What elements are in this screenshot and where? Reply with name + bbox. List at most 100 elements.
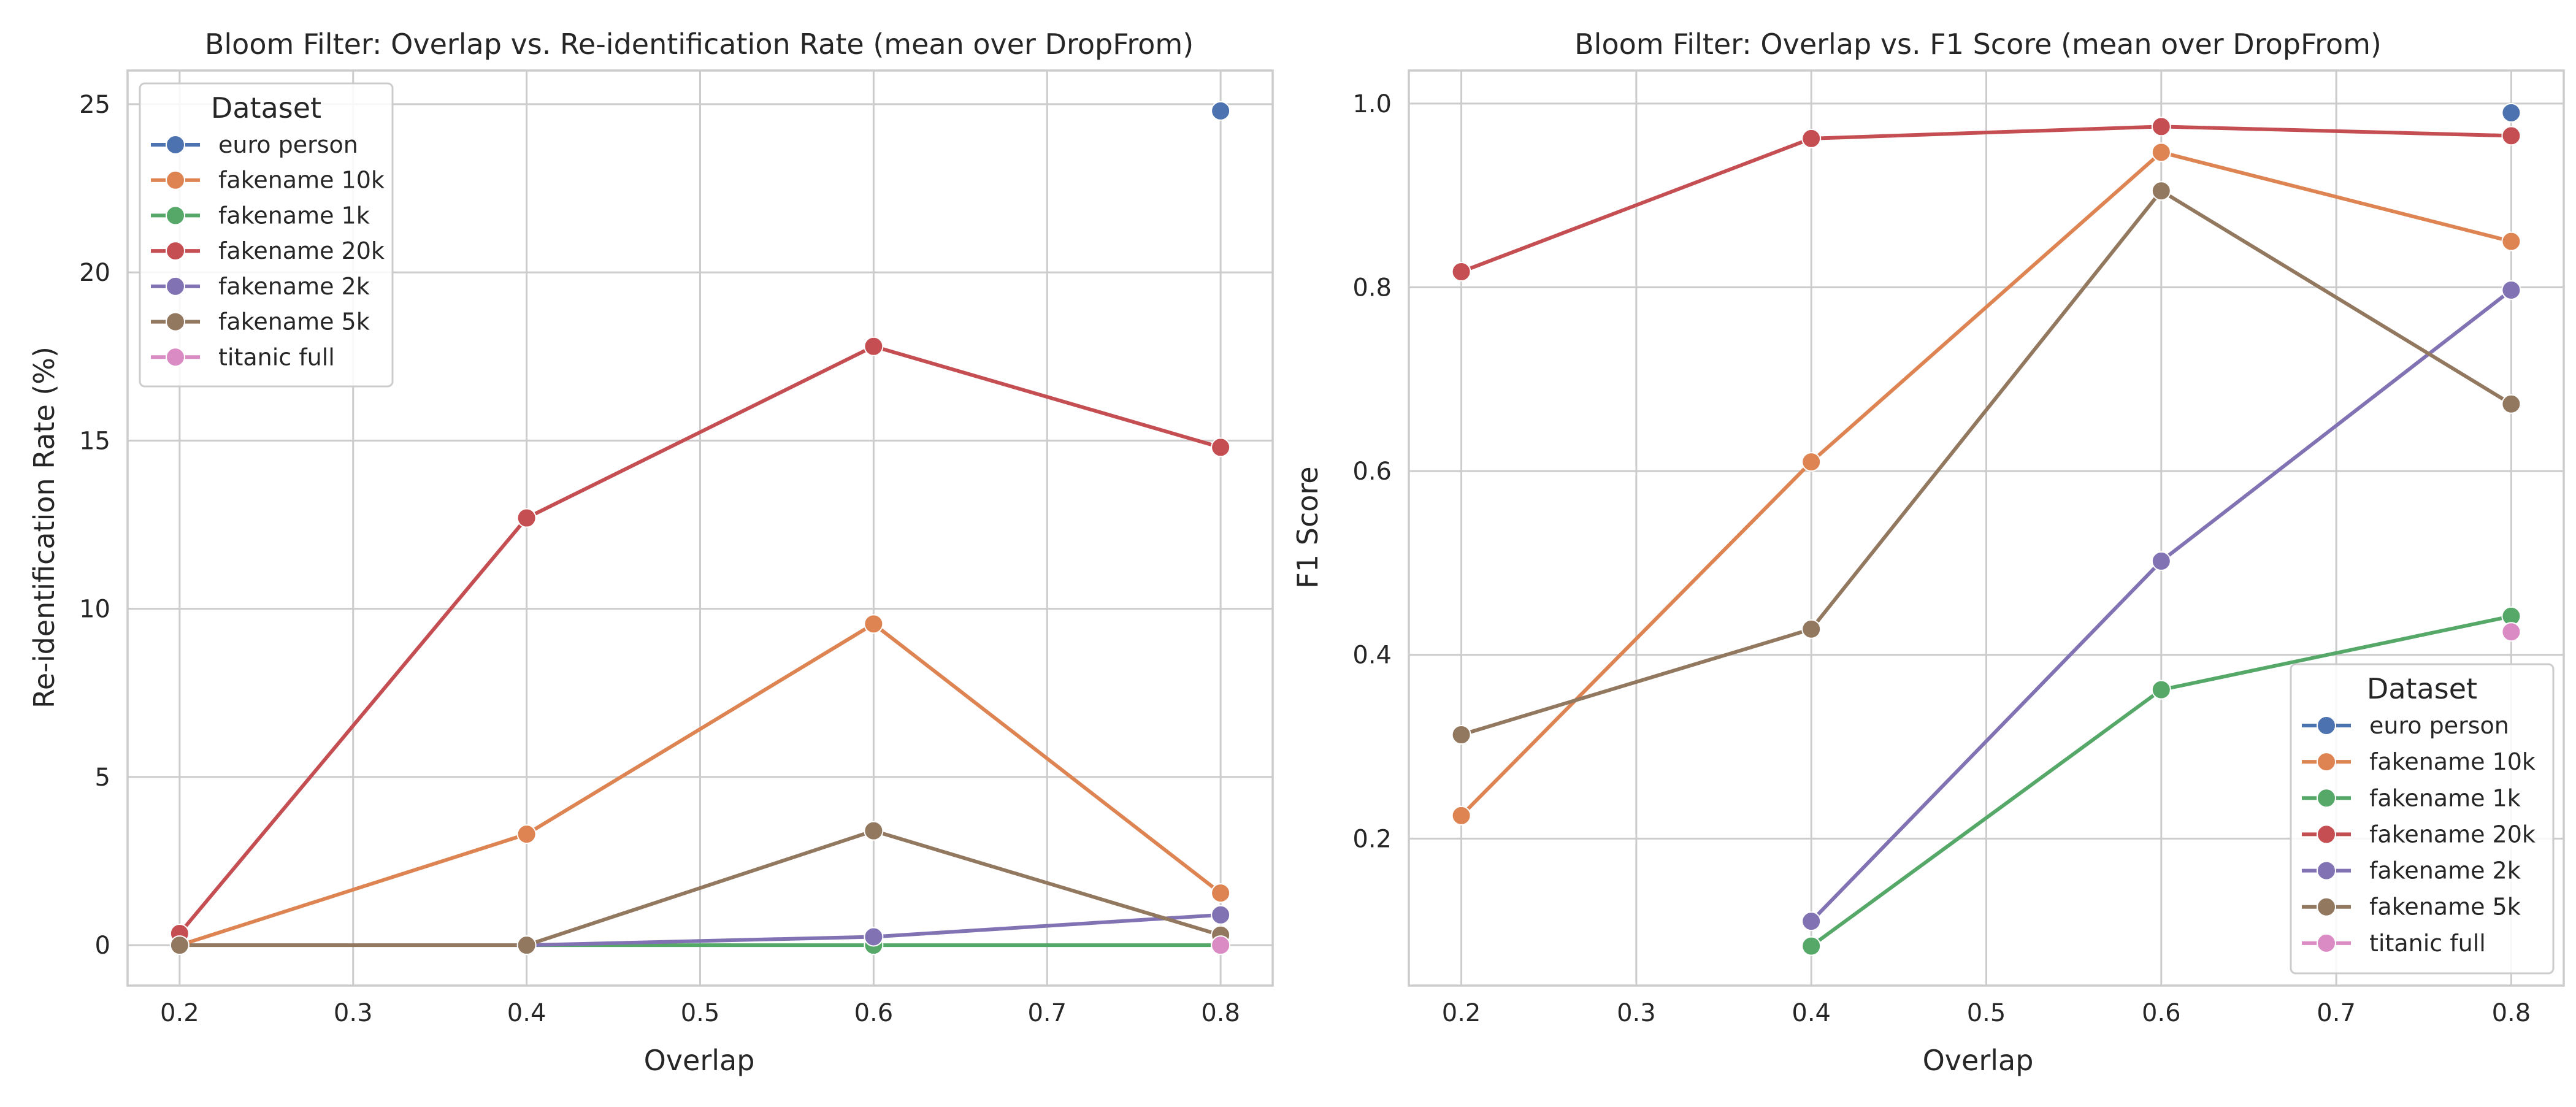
- y-tick-label: 0.6: [1352, 458, 1392, 486]
- x-tick-label: 0.6: [2142, 999, 2181, 1027]
- series-titanic-full: [1211, 935, 1231, 956]
- legend-swatch-marker: [2317, 824, 2336, 845]
- legend-item: titanic full: [2302, 930, 2486, 957]
- y-tick-label: 25: [79, 91, 110, 119]
- series-line: [177, 344, 1223, 935]
- data-point: [1801, 619, 1822, 639]
- legend-item: fakename 20k: [2302, 821, 2536, 848]
- series-fakename-2k: [1801, 280, 2521, 932]
- x-tick-label: 0.2: [1442, 999, 1481, 1027]
- legend-item: fakename 1k: [2302, 784, 2521, 811]
- plot-frame: [126, 69, 1274, 987]
- legend-label: fakename 10k: [2369, 748, 2536, 775]
- x-tick-label: 0.5: [1967, 999, 2006, 1027]
- legend-swatch-marker: [166, 347, 185, 367]
- legend-label: euro person: [2369, 712, 2509, 739]
- legend-item: fakename 5k: [151, 308, 370, 335]
- data-point: [2151, 117, 2171, 137]
- series-line: [177, 622, 1223, 948]
- legend-swatch-marker: [2317, 752, 2336, 772]
- legend-swatch-marker: [166, 135, 185, 155]
- data-point: [1801, 452, 1822, 472]
- legend-label: fakename 20k: [218, 237, 385, 264]
- data-point: [2151, 680, 2171, 700]
- legend-label: euro person: [218, 131, 358, 158]
- legend-swatch-marker: [166, 205, 185, 226]
- data-point: [1211, 935, 1231, 956]
- data-point: [1211, 883, 1231, 903]
- legend-label: titanic full: [218, 343, 335, 370]
- x-tick-label: 0.7: [1027, 999, 1067, 1027]
- legend-label: fakename 20k: [2369, 821, 2536, 848]
- legend-label: fakename 5k: [218, 308, 370, 335]
- chart-title-f1: Bloom Filter: Overlap vs. F1 Score (mean…: [1574, 28, 2382, 61]
- y-tick-label: 10: [79, 596, 110, 624]
- data-point: [2501, 280, 2521, 301]
- series-line: [1459, 150, 2513, 818]
- series-euro-person: [1211, 101, 1231, 121]
- x-tick-label: 0.4: [507, 999, 546, 1027]
- data-point: [2151, 551, 2171, 571]
- y-tick-label: 0.8: [1352, 274, 1392, 302]
- legend-swatch-marker: [2317, 716, 2336, 735]
- y-tick-label: 0: [95, 932, 110, 960]
- legend-item: fakename 2k: [151, 273, 370, 300]
- legend-item: fakename 10k: [2302, 748, 2536, 775]
- y-tick-label: 0.2: [1352, 825, 1392, 853]
- data-point: [516, 824, 537, 845]
- x-tick-label: 0.8: [2492, 999, 2531, 1027]
- legend-label: fakename 2k: [2369, 857, 2521, 884]
- legend-label: fakename 1k: [2369, 784, 2521, 811]
- series-line: [1459, 189, 2513, 737]
- legend-item: fakename 2k: [2302, 857, 2521, 884]
- x-tick-label: 0.8: [1201, 999, 1240, 1027]
- data-point: [1451, 805, 1471, 825]
- data-point: [2501, 622, 2521, 642]
- series-fakename-20k: [169, 336, 1231, 943]
- data-point: [864, 927, 884, 947]
- x-tick-label: 0.5: [681, 999, 720, 1027]
- series-fakename-5k: [169, 821, 1231, 956]
- legend-label: fakename 5k: [2369, 894, 2521, 921]
- data-point: [169, 935, 190, 956]
- data-point: [1801, 128, 1822, 148]
- legend-item: titanic full: [151, 343, 335, 370]
- y-tick-label: 0.4: [1352, 642, 1392, 670]
- data-point: [516, 508, 537, 528]
- series-euro-person: [2501, 102, 2521, 123]
- legend-swatch-marker: [2317, 788, 2336, 808]
- x-tick-label: 0.7: [2317, 999, 2356, 1027]
- legend-title: Dataset: [2367, 672, 2477, 705]
- legend-item: fakename 5k: [2302, 894, 2521, 921]
- legend-swatch-marker: [166, 170, 185, 190]
- series-line: [1459, 124, 2513, 274]
- data-point: [1211, 101, 1231, 121]
- legend-swatch-marker: [166, 312, 185, 332]
- chart-title-reid: Bloom Filter: Overlap vs. Re-identificat…: [205, 28, 1194, 61]
- legend-swatch-marker: [2317, 933, 2336, 953]
- legend-label: fakename 1k: [218, 202, 370, 229]
- legend-swatch-marker: [2317, 897, 2336, 917]
- legend-box: [2290, 663, 2555, 975]
- y-axis-label-reid: Re-identification Rate (%): [28, 347, 61, 708]
- x-axis-label-reid: Overlap: [644, 1044, 755, 1077]
- x-tick-label: 0.3: [1617, 999, 1656, 1027]
- data-point: [1211, 437, 1231, 458]
- legend-item: euro person: [2302, 712, 2509, 739]
- series-line: [177, 829, 1223, 948]
- legend-f1: Dataset euro person fakename 10k fakename 1…: [2290, 663, 2555, 975]
- data-point: [516, 935, 537, 956]
- legend-label: fakename 2k: [218, 273, 370, 300]
- legend-item: fakename 10k: [151, 167, 385, 194]
- series-fakename-10k: [1451, 142, 2521, 825]
- legend-box: [139, 82, 394, 388]
- x-tick-label: 0.6: [854, 999, 894, 1027]
- data-point: [864, 614, 884, 634]
- y-tick-label: 20: [79, 259, 110, 287]
- series-fakename-1k: [1801, 606, 2521, 956]
- legend-title: Dataset: [211, 91, 321, 124]
- y-axis-label-f1: F1 Score: [1291, 466, 1324, 588]
- data-point: [2151, 181, 2171, 201]
- data-point: [1801, 936, 1822, 956]
- plot-reid: 0.2 0.3 0.4 0.5 0.6 0.7 0.8 0 5 10 15 20 25 Dataset eu…: [79, 69, 1274, 1027]
